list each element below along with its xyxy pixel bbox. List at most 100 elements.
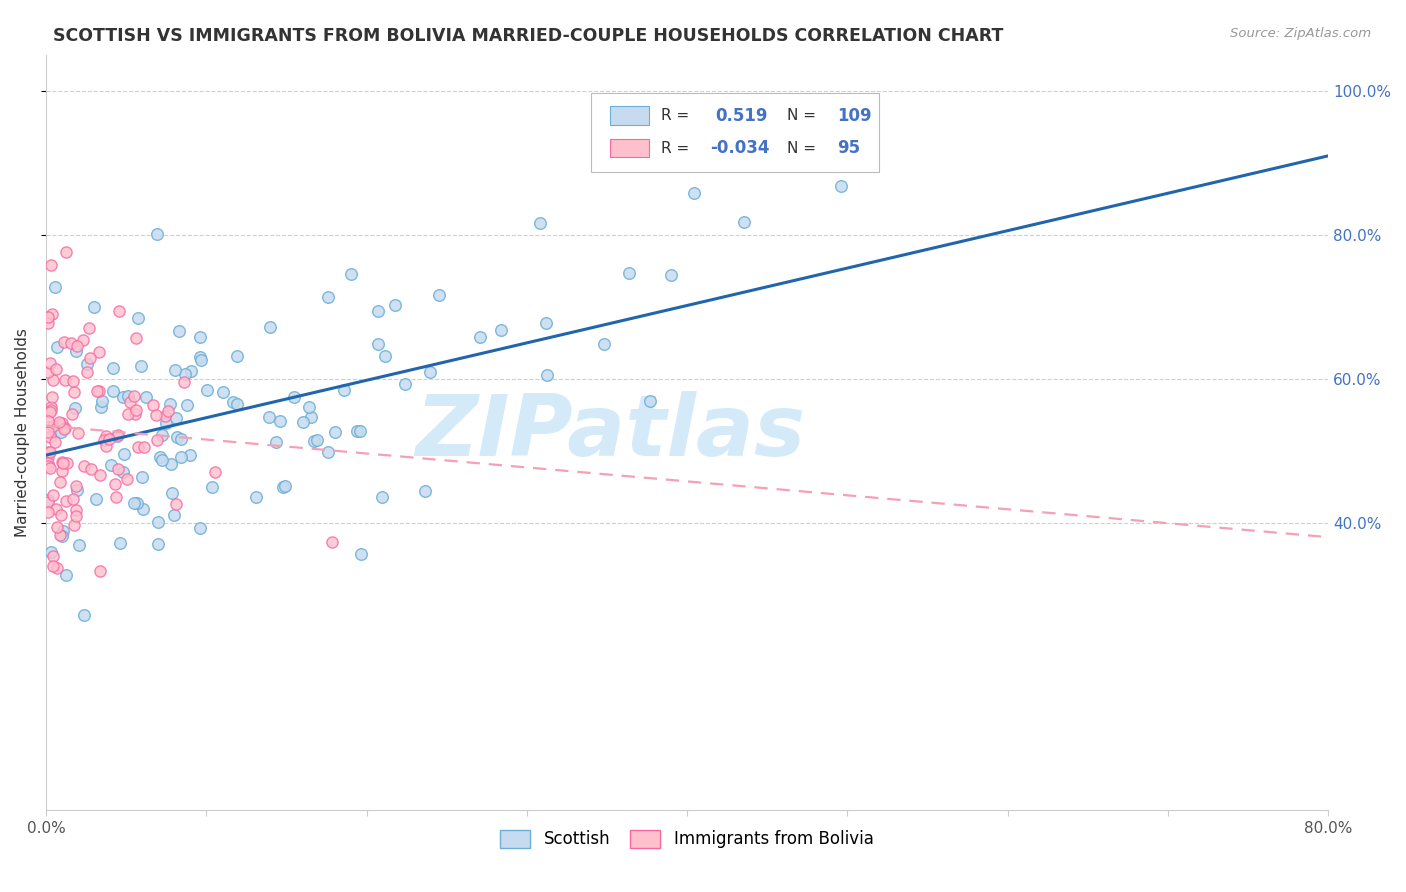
Point bbox=[37, 365, 59, 379]
Point bbox=[163, 508, 186, 523]
Point bbox=[159, 397, 181, 411]
Point bbox=[332, 384, 354, 398]
Point bbox=[96, 429, 118, 443]
Point bbox=[52, 334, 75, 349]
Point bbox=[39, 405, 62, 419]
Point bbox=[321, 535, 343, 549]
Point bbox=[65, 401, 87, 416]
Point bbox=[188, 330, 211, 344]
Point bbox=[49, 425, 72, 440]
Point bbox=[132, 502, 155, 516]
Point bbox=[180, 364, 202, 378]
Point bbox=[37, 505, 59, 519]
Text: -0.034: -0.034 bbox=[710, 139, 769, 157]
Point bbox=[45, 520, 67, 534]
Point bbox=[84, 492, 107, 507]
Point bbox=[76, 357, 98, 371]
Point bbox=[188, 521, 211, 535]
Point bbox=[201, 480, 224, 494]
Point bbox=[104, 477, 127, 491]
Point bbox=[87, 344, 110, 359]
Point bbox=[245, 490, 267, 504]
Point bbox=[169, 450, 191, 465]
Point bbox=[170, 432, 193, 446]
Point bbox=[37, 495, 59, 509]
Point bbox=[62, 374, 84, 388]
Point bbox=[640, 393, 662, 408]
Point bbox=[51, 524, 73, 538]
Point bbox=[51, 529, 73, 543]
Point bbox=[42, 418, 65, 433]
Point bbox=[117, 407, 139, 421]
Point bbox=[427, 288, 450, 302]
Text: N =: N = bbox=[787, 108, 815, 123]
Point bbox=[299, 409, 322, 424]
Point bbox=[51, 508, 73, 522]
Point bbox=[127, 311, 149, 326]
Point bbox=[89, 401, 111, 415]
Point bbox=[42, 373, 65, 387]
Point bbox=[226, 349, 249, 363]
Point bbox=[37, 458, 59, 473]
Y-axis label: Married-couple Households: Married-couple Households bbox=[15, 328, 30, 537]
Point bbox=[110, 536, 132, 550]
Point bbox=[371, 490, 394, 504]
Point bbox=[52, 422, 75, 436]
Point bbox=[51, 455, 73, 469]
Point bbox=[56, 456, 79, 470]
Point bbox=[41, 307, 63, 321]
Point bbox=[470, 329, 492, 343]
Point bbox=[118, 395, 141, 409]
Text: R =: R = bbox=[661, 108, 690, 123]
Point bbox=[37, 316, 59, 330]
Point bbox=[44, 279, 66, 293]
Point bbox=[38, 444, 60, 458]
Point bbox=[190, 350, 212, 364]
Point bbox=[39, 258, 62, 272]
Point bbox=[259, 320, 281, 334]
Point bbox=[46, 560, 69, 574]
Point bbox=[534, 316, 557, 330]
Point bbox=[413, 483, 436, 498]
Point bbox=[179, 448, 201, 462]
Point bbox=[316, 289, 339, 303]
Point bbox=[65, 503, 87, 517]
Point bbox=[60, 407, 83, 421]
Point bbox=[86, 384, 108, 398]
Point bbox=[149, 450, 172, 464]
Point bbox=[111, 466, 134, 480]
Point bbox=[44, 502, 66, 516]
Point bbox=[46, 340, 69, 354]
Point bbox=[37, 450, 59, 464]
Point bbox=[165, 410, 187, 425]
Point bbox=[271, 480, 294, 494]
Point bbox=[131, 469, 153, 483]
Point bbox=[145, 409, 167, 423]
Point bbox=[146, 537, 169, 551]
Point bbox=[346, 424, 368, 438]
Point bbox=[257, 410, 280, 425]
Point bbox=[134, 440, 156, 454]
Point bbox=[42, 488, 65, 502]
Point bbox=[374, 349, 396, 363]
Point bbox=[73, 607, 96, 622]
Point bbox=[122, 496, 145, 510]
Point bbox=[125, 331, 148, 345]
Point bbox=[44, 435, 66, 450]
Point bbox=[176, 398, 198, 412]
Point bbox=[166, 430, 188, 444]
Point bbox=[77, 321, 100, 335]
Point bbox=[66, 339, 89, 353]
Point bbox=[659, 268, 682, 282]
Point bbox=[266, 435, 288, 450]
Point bbox=[153, 409, 176, 423]
Point bbox=[55, 245, 77, 260]
Point bbox=[160, 486, 183, 500]
Point bbox=[66, 426, 89, 441]
Point bbox=[683, 186, 706, 200]
Point bbox=[63, 384, 86, 399]
Point bbox=[76, 365, 98, 379]
Point bbox=[60, 335, 83, 350]
Point bbox=[49, 417, 72, 432]
Point bbox=[42, 549, 65, 563]
